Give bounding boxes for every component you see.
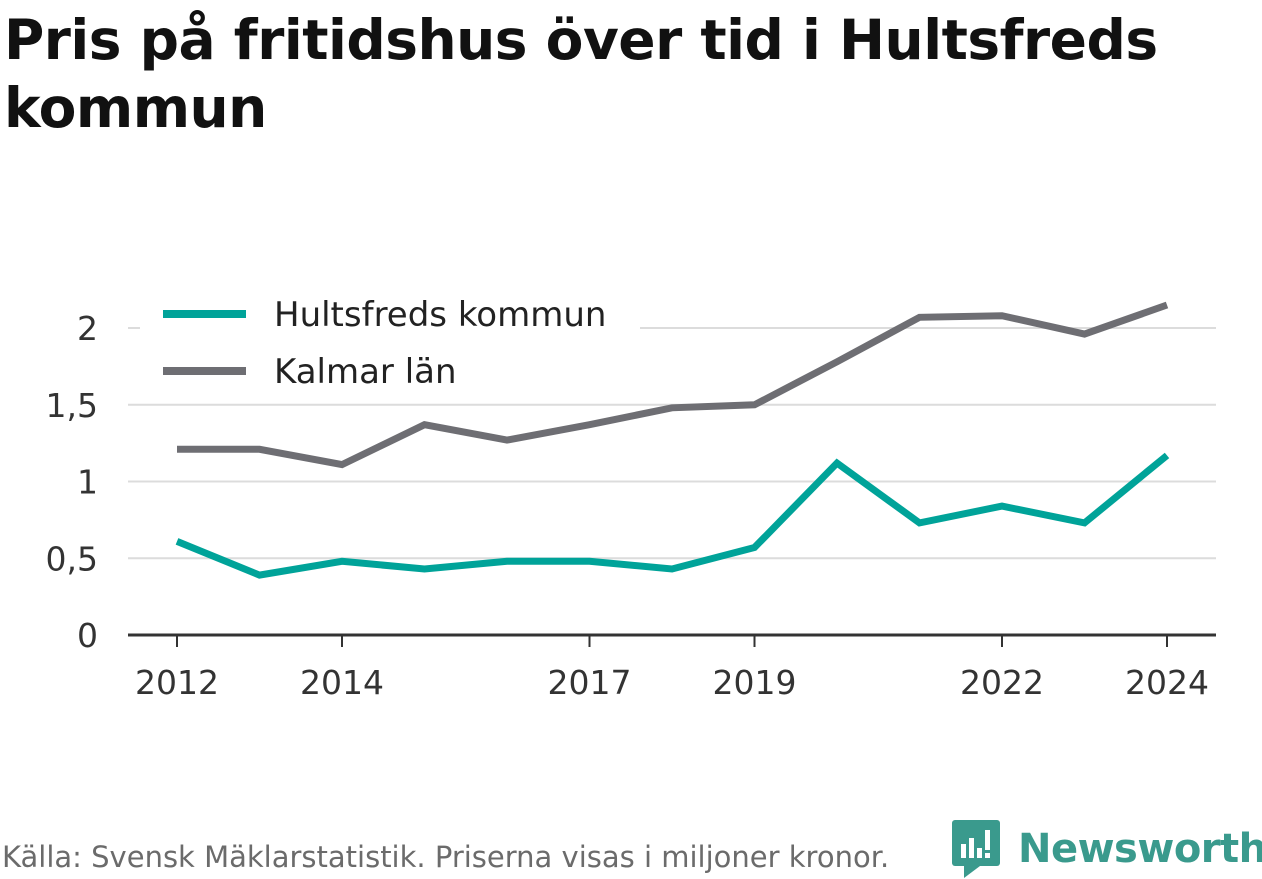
- y-tick-label-1: 0,5: [46, 539, 98, 578]
- y-tick-label-0: 0: [77, 616, 98, 655]
- chart-title: Pris på fritidshus över tid i Hultsfreds…: [4, 8, 1158, 140]
- x-tick-label-3: 2019: [713, 663, 797, 702]
- legend-label-0: Hultsfreds kommun: [274, 295, 606, 335]
- y-tick-label-4: 2: [77, 309, 98, 348]
- series-line-0: [175, 452, 1170, 579]
- x-tick-label-5: 2024: [1125, 663, 1209, 702]
- x-tick-label-4: 2022: [960, 663, 1044, 702]
- y-tick-label-2: 1: [77, 463, 98, 502]
- x-tick-label-2: 2017: [548, 663, 632, 702]
- brand-name: Newsworthy: [1018, 826, 1262, 872]
- x-axis: 0 0,5 1 1,5 2 2012 2014 2017 2019 2022 2024: [46, 309, 1216, 702]
- newsworthy-logo-icon: [952, 820, 1000, 878]
- x-tick-label-0: 2012: [135, 663, 219, 702]
- series-line-1: [177, 301, 1169, 469]
- y-tick-label-3: 1,5: [46, 386, 98, 425]
- brand: Newsworthy: [952, 820, 1262, 878]
- legend-background: [140, 290, 640, 400]
- legend-label-1: Kalmar län: [274, 352, 457, 392]
- source-note: Källa: Svensk Mäklarstatistik. Priserna …: [2, 840, 890, 874]
- series-lines: [175, 301, 1170, 579]
- x-tick-label-1: 2014: [300, 663, 384, 702]
- legend: Hultsfreds kommun Kalmar län: [140, 290, 640, 400]
